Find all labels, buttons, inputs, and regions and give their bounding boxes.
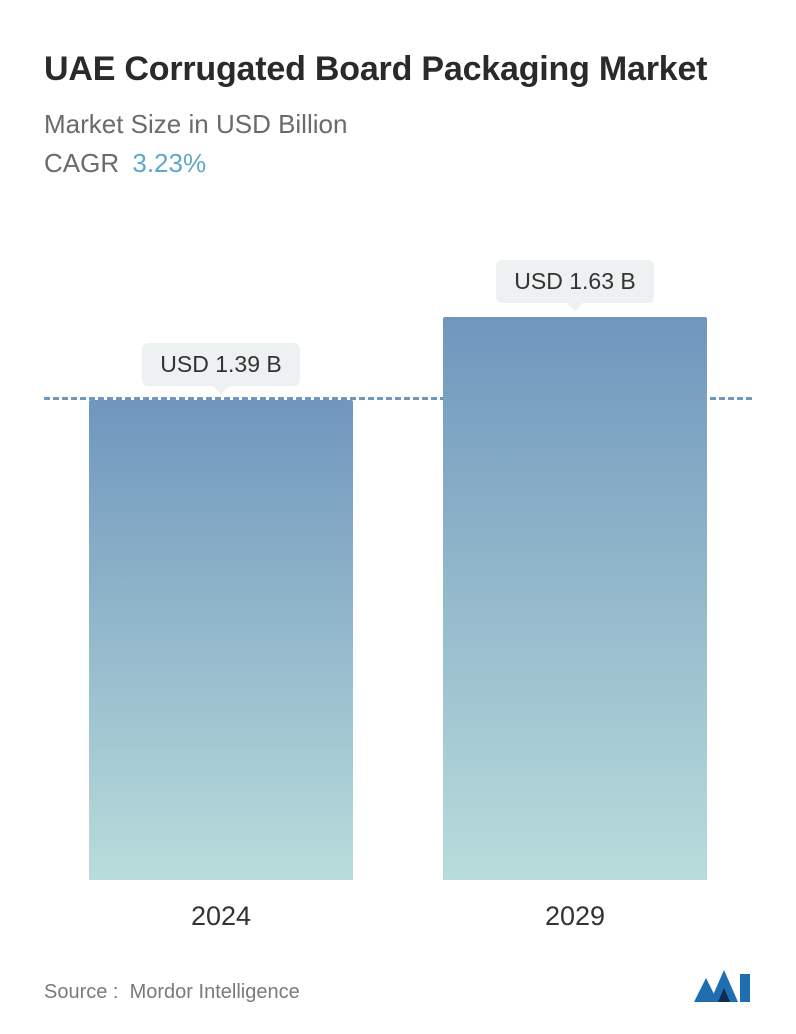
bar-0: [89, 400, 353, 880]
bar-1: [443, 317, 707, 880]
cagr-row: CAGR 3.23%: [44, 148, 752, 179]
chart-subtitle: Market Size in USD Billion: [44, 109, 752, 140]
x-axis-labels: 2024 2029: [44, 901, 752, 932]
chart-title: UAE Corrugated Board Packaging Market: [44, 48, 752, 91]
value-badge-1: USD 1.63 B: [496, 260, 653, 303]
bar-group-0: USD 1.39 B: [89, 259, 353, 881]
footer: Source : Mordor Intelligence: [44, 960, 752, 1004]
x-label-1: 2029: [443, 901, 707, 932]
x-label-0: 2024: [89, 901, 353, 932]
source-text: Source : Mordor Intelligence: [44, 981, 300, 1004]
plot-area: USD 1.39 B USD 1.63 B: [44, 259, 752, 881]
cagr-value: 3.23%: [132, 148, 206, 178]
value-badge-0: USD 1.39 B: [142, 343, 299, 386]
brand-logo-icon: [692, 966, 752, 1004]
bars-container: USD 1.39 B USD 1.63 B: [44, 259, 752, 881]
source-label: Source :: [44, 981, 118, 1003]
chart-area: USD 1.39 B USD 1.63 B 2024 2029: [44, 219, 752, 951]
chart-card: UAE Corrugated Board Packaging Market Ma…: [0, 0, 796, 1034]
bar-group-1: USD 1.63 B: [443, 259, 707, 881]
source-value: Mordor Intelligence: [130, 981, 300, 1003]
cagr-label: CAGR: [44, 148, 119, 178]
